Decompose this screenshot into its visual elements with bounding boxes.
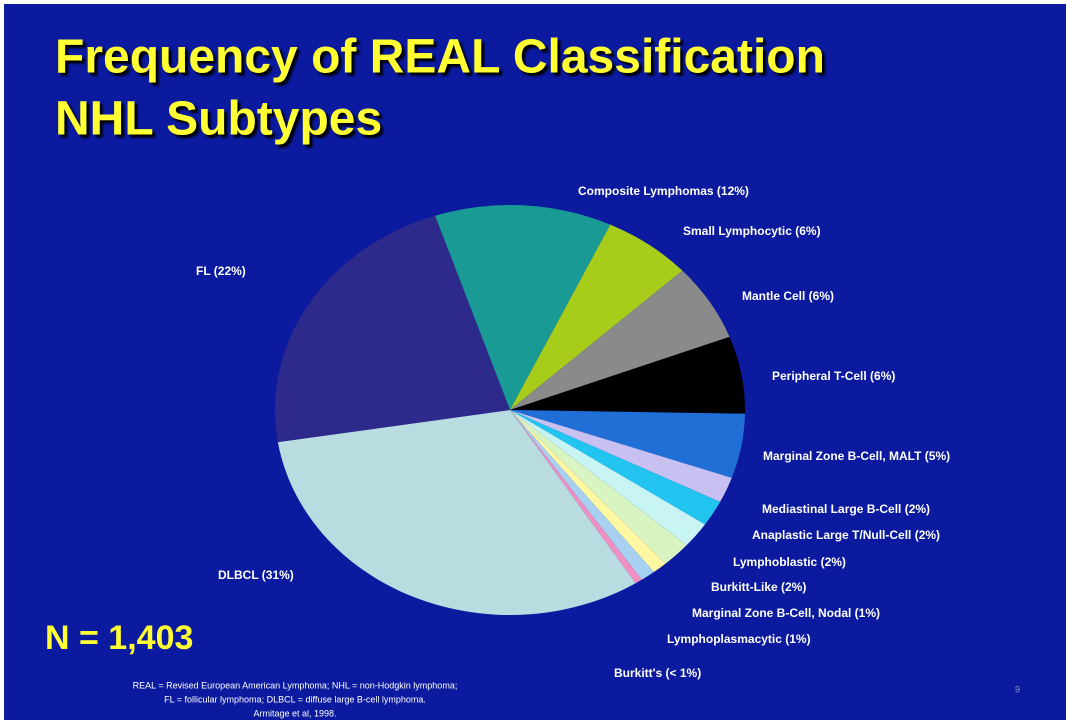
slice-label: Lymphoblastic (2%) xyxy=(733,555,846,569)
footnote: REAL = Revised European American Lymphom… xyxy=(133,680,458,690)
pie-slice xyxy=(510,410,642,584)
pie-slice xyxy=(510,410,745,478)
footnote: Armitage et al, 1998. xyxy=(253,708,336,718)
slice-label: Burkitt-Like (2%) xyxy=(711,580,806,594)
slice-label: Anaplastic Large T/Null-Cell (2%) xyxy=(752,528,940,542)
slice-label: DLBCL (31%) xyxy=(218,568,294,582)
pie-slice xyxy=(510,410,687,564)
pie-slice xyxy=(510,410,721,525)
sample-size: N = 1,403 xyxy=(45,619,193,657)
pie-slice xyxy=(510,410,666,573)
slice-label: FL (22%) xyxy=(196,264,246,278)
slice-label: Composite Lymphomas (12%) xyxy=(578,184,749,198)
pie-slice xyxy=(510,410,732,502)
slice-label: Lymphoplasmacytic (1%) xyxy=(667,632,811,646)
footnote: FL = follicular lymphoma; DLBCL = diffus… xyxy=(164,694,426,704)
slice-label: Mantle Cell (6%) xyxy=(742,289,834,303)
slice-label: Marginal Zone B-Cell, MALT (5%) xyxy=(763,449,950,463)
pie-slice xyxy=(275,215,510,443)
slice-label: Burkitt's (< 1%) xyxy=(614,666,701,680)
title-line: NHL Subtypes xyxy=(55,93,382,146)
pie-slice xyxy=(510,410,705,546)
pie-slice xyxy=(435,205,611,410)
title-line: Frequency of REAL Classification xyxy=(55,31,825,84)
slice-label: Peripheral T-Cell (6%) xyxy=(772,369,895,383)
slice-label: Small Lymphocytic (6%) xyxy=(683,224,821,238)
slice-label: Mediastinal Large B-Cell (2%) xyxy=(762,502,930,516)
pie-slice xyxy=(510,270,730,410)
pie-slice xyxy=(277,410,636,615)
slice-label: Marginal Zone B-Cell, Nodal (1%) xyxy=(692,606,880,620)
pie-slice xyxy=(510,410,654,580)
page-number: 9 xyxy=(1015,684,1020,694)
pie-slice xyxy=(510,224,683,410)
pie-slice xyxy=(510,336,745,414)
